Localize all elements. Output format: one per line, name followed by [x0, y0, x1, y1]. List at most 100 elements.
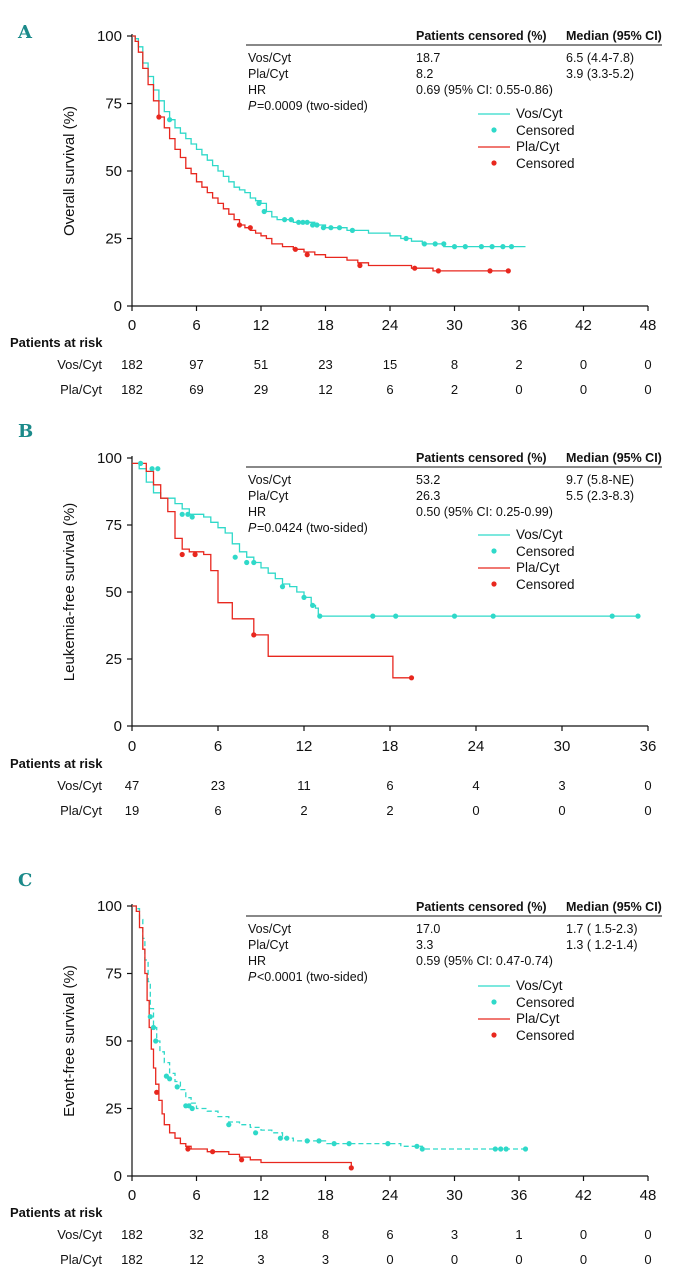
vos-cyt-censored-point [503, 1146, 509, 1152]
risk-count: 0 [644, 778, 651, 793]
vos-cyt-censored-point [189, 1105, 195, 1112]
vos-cyt-censored-point [331, 1141, 337, 1147]
x-tick-label: 30 [446, 317, 463, 334]
patients-at-risk-title: Patients at risk [10, 756, 103, 771]
vos-cyt-censored-point [155, 466, 161, 472]
risk-count: 0 [580, 1252, 587, 1267]
panel-letter: A [17, 22, 33, 43]
x-tick-label: 30 [554, 738, 571, 755]
vos-cyt-censored-point [500, 244, 506, 250]
x-tick-label: 18 [317, 1187, 334, 1204]
series-pla-cyt-line [132, 462, 412, 679]
x-tick-label: 0 [128, 317, 136, 334]
vos-cyt-censored-point [301, 594, 307, 601]
pla-cyt-censored-point [408, 675, 415, 681]
pla-cyt-censored-point [304, 252, 310, 258]
vos-cyt-censored-point [310, 222, 316, 228]
risk-count: 1 [515, 1227, 522, 1242]
risk-count: 3 [257, 1252, 264, 1267]
risk-count: 2 [515, 357, 522, 372]
vos-cyt-censored-point [179, 511, 185, 517]
legend-vos-line-label: Vos/Cyt [516, 106, 563, 121]
stats-row-median: 1.3 ( 1.2-1.4) [566, 938, 638, 952]
legend-vos-censored-swatch [491, 548, 497, 554]
series-vos-cyt-line [132, 905, 526, 1150]
legend-vos-censored-swatch [491, 999, 497, 1005]
legend-pla-censored-swatch [491, 1032, 497, 1038]
legend-vos-censored-label: Censored [516, 544, 575, 559]
vos-cyt-censored-point [277, 1135, 283, 1141]
vos-cyt-censored-point [414, 1143, 420, 1149]
risk-count: 4 [472, 778, 479, 793]
pla-cyt-censored-point [348, 1165, 354, 1171]
vos-cyt-censored-point [261, 208, 267, 215]
vos-cyt-censored-point [522, 1146, 529, 1152]
risk-count: 0 [580, 1227, 587, 1242]
y-tick-label: 25 [105, 231, 122, 248]
risk-count: 6 [386, 778, 393, 793]
y-tick-label: 100 [97, 898, 122, 915]
x-tick-label: 18 [317, 317, 334, 334]
x-tick-label: 48 [640, 1187, 657, 1204]
risk-count: 6 [386, 382, 393, 397]
risk-count: 182 [121, 1252, 143, 1267]
stats-row-label: HR [248, 83, 266, 97]
risk-count: 19 [125, 803, 139, 818]
stats-row-label: Vos/Cyt [248, 922, 292, 936]
vos-cyt-censored-point [316, 1138, 322, 1144]
patients-at-risk-title: Patients at risk [10, 335, 103, 350]
risk-count: 6 [386, 1227, 393, 1242]
p-value: <0.0001 (two-sided) [257, 970, 368, 984]
vos-cyt-censored-point [147, 1014, 153, 1020]
panel-letter: C [18, 870, 32, 891]
risk-count: 0 [515, 1252, 522, 1267]
risk-count: 0 [644, 803, 651, 818]
pla-cyt-censored-point [412, 265, 418, 271]
risk-count: 0 [515, 382, 522, 397]
pla-cyt-censored-point [185, 1146, 191, 1152]
vos-cyt-censored-point [296, 219, 302, 225]
y-tick-label: 50 [105, 584, 122, 601]
legend-vos-censored-label: Censored [516, 123, 575, 138]
legend-pla-line-label: Pla/Cyt [516, 560, 560, 575]
y-tick-label: 75 [105, 966, 122, 983]
vos-cyt-censored-point [310, 602, 316, 609]
vos-cyt-censored-point [251, 559, 257, 566]
y-tick-label: 25 [105, 651, 122, 668]
risk-count: 3 [451, 1227, 458, 1242]
vos-cyt-censored-point [282, 217, 288, 223]
risk-count: 0 [558, 803, 565, 818]
vos-cyt-censored-point [451, 244, 458, 250]
stats-row-censored: 0.59 (95% CI: 0.47-0.74) [416, 954, 553, 968]
vos-cyt-censored-point [462, 244, 468, 250]
legend-vos-line-label: Vos/Cyt [516, 978, 563, 993]
risk-count: 12 [318, 382, 332, 397]
y-tick-label: 0 [114, 298, 122, 315]
risk-count: 15 [383, 357, 397, 372]
risk-count: 2 [386, 803, 393, 818]
risk-count: 6 [214, 803, 221, 818]
vos-cyt-censored-point [478, 244, 484, 250]
x-tick-label: 0 [128, 738, 136, 755]
vos-cyt-censored-point [232, 554, 238, 560]
p-value-prefix: P [248, 521, 257, 535]
vos-cyt-censored-point [508, 244, 515, 250]
risk-count: 0 [386, 1252, 393, 1267]
x-tick-label: 24 [382, 1187, 399, 1204]
y-tick-label: 0 [114, 1168, 122, 1185]
patients-at-risk-title: Patients at risk [10, 1205, 103, 1220]
risk-count: 8 [322, 1227, 329, 1242]
stats-row-label: HR [248, 954, 266, 968]
vos-cyt-censored-point [304, 1138, 310, 1144]
risk-row-label: Pla/Cyt [60, 1252, 102, 1267]
p-value-prefix: P [248, 99, 257, 113]
vos-cyt-censored-point [288, 217, 294, 223]
risk-row-label: Vos/Cyt [57, 778, 102, 793]
vos-cyt-censored-point [451, 613, 458, 619]
panel-a: A 0 25 50 75 100 0 6 12 18 24 30 36 42 48 Overall survi… [10, 22, 662, 397]
vos-cyt-censored-point [370, 613, 376, 619]
p-value-prefix: P [248, 970, 257, 984]
